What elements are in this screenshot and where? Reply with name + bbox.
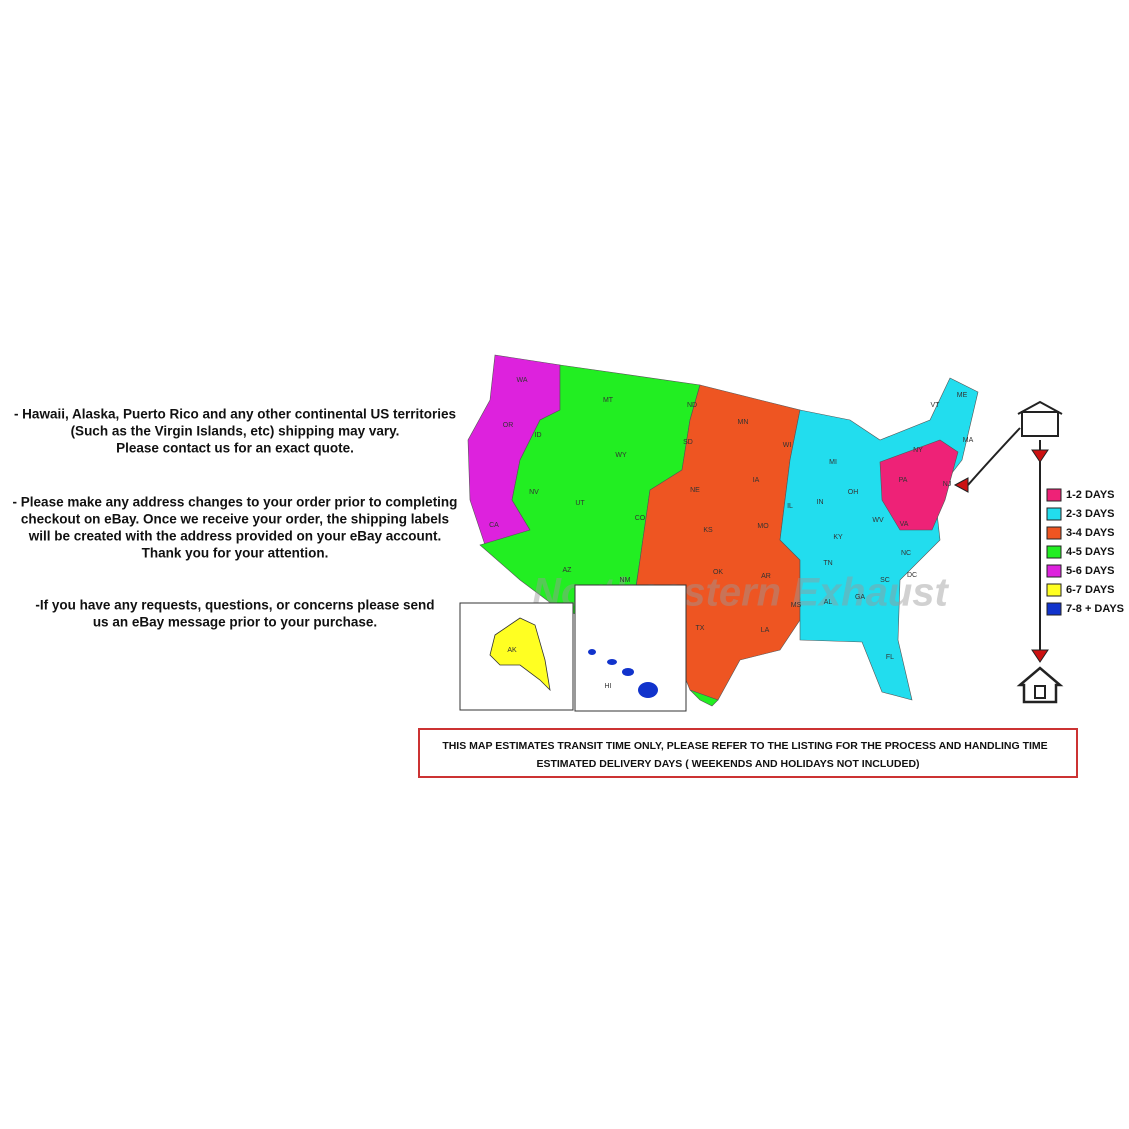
state-label: AL <box>824 599 833 606</box>
state-label: KY <box>833 534 843 541</box>
state-label: OH <box>848 489 859 496</box>
state-label: DC <box>907 572 917 579</box>
state-label: MS <box>791 602 802 609</box>
disclaimer-line: THIS MAP ESTIMATES TRANSIT TIME ONLY, PL… <box>442 740 1047 752</box>
legend-swatch <box>1046 583 1062 597</box>
state-label: CO <box>635 515 646 522</box>
note-line: Thank you for your attention. <box>142 546 329 561</box>
note-line: checkout on eBay. Once we receive your o… <box>21 512 449 527</box>
state-label: NY <box>913 447 923 454</box>
zone-4-5-days-south <box>689 689 719 707</box>
legend: 1-2 DAYS 2-3 DAYS 3-4 DAYS 4-5 DAYS 5-6 DAYS… <box>1046 488 1124 616</box>
alaska-shape <box>489 617 551 692</box>
zone-2-3-days <box>779 377 979 701</box>
warehouse-icon <box>1021 411 1059 437</box>
state-label: HI <box>605 683 612 690</box>
state-label: WY <box>615 452 627 459</box>
state-labels: WA OR CA MT ID NV UT AZ WY CO NM ND SD NE KS OK TX MN IA MO… <box>489 377 973 690</box>
arrow-head <box>1031 449 1049 463</box>
note-line: us an eBay message prior to your purchas… <box>93 615 377 630</box>
state-label: WV <box>872 517 884 524</box>
legend-label: 3-4 DAYS <box>1066 527 1115 539</box>
hawaii-island <box>607 659 617 665</box>
hawaii-inset <box>574 584 687 712</box>
state-label: VA <box>900 521 909 528</box>
legend-label: 2-3 DAYS <box>1066 508 1115 520</box>
state-label: IA <box>753 477 760 484</box>
warehouse-roof <box>1017 400 1063 415</box>
state-label: NE <box>690 487 700 494</box>
state-label: KS <box>703 527 713 534</box>
state-label: NJ <box>943 481 952 488</box>
state-label: OK <box>713 569 723 576</box>
state-label: NC <box>901 550 911 557</box>
state-label: PA <box>899 477 908 484</box>
shipping-flow <box>953 400 1064 704</box>
state-label: ID <box>535 432 542 439</box>
legend-swatch <box>1046 526 1062 540</box>
state-label: TX <box>696 625 705 632</box>
legend-swatch <box>1046 602 1062 616</box>
disclaimer-line: ESTIMATED DELIVERY DAYS ( WEEKENDS AND H… <box>536 758 919 770</box>
state-label: UT <box>575 500 585 507</box>
note-line: - Hawaii, Alaska, Puerto Rico and any ot… <box>14 407 456 422</box>
state-label: WI <box>783 442 792 449</box>
state-label: VT <box>931 402 941 409</box>
note-line: will be created with the address provide… <box>28 529 442 544</box>
state-label: NV <box>529 489 539 496</box>
note-line: -If you have any requests, questions, or… <box>35 598 434 613</box>
state-label: NM <box>620 577 631 584</box>
legend-label: 1-2 DAYS <box>1066 489 1115 501</box>
state-label: MO <box>757 523 769 530</box>
state-label: IN <box>817 499 824 506</box>
state-label: LA <box>761 627 770 634</box>
state-label: AR <box>761 573 771 580</box>
state-label: WA <box>516 377 527 384</box>
state-label: GA <box>855 594 865 601</box>
hawaii-island <box>638 682 658 698</box>
arrow-head <box>953 477 969 493</box>
legend-swatch <box>1046 488 1062 502</box>
state-label: MI <box>829 459 837 466</box>
note-line: (Such as the Virgin Islands, etc) shippi… <box>71 424 400 439</box>
state-label: AZ <box>563 567 573 574</box>
notes: - Hawaii, Alaska, Puerto Rico and any ot… <box>13 407 458 630</box>
state-label: ME <box>957 392 968 399</box>
zone-1-2-days <box>879 439 959 531</box>
state-label: FL <box>886 654 894 661</box>
hawaii-island <box>588 649 596 655</box>
state-label: IL <box>787 503 793 510</box>
legend-label: 5-6 DAYS <box>1066 565 1115 577</box>
legend-swatch <box>1046 507 1062 521</box>
note-line: - Please make any address changes to you… <box>13 495 458 510</box>
hawaii-island <box>622 668 634 676</box>
arrow-head <box>1031 649 1049 663</box>
us-map: Northeastern Exhaust <box>459 354 979 712</box>
state-label: SC <box>880 577 890 584</box>
state-label: AK <box>507 647 517 654</box>
legend-swatch <box>1046 545 1062 559</box>
state-label: OR <box>503 422 514 429</box>
legend-swatch <box>1046 564 1062 578</box>
legend-label: 4-5 DAYS <box>1066 546 1115 558</box>
state-label: ND <box>687 402 697 409</box>
curve-arrow <box>967 427 1021 486</box>
state-label: MN <box>738 419 749 426</box>
disclaimer-box <box>418 728 1078 778</box>
house-door <box>1034 685 1046 699</box>
state-label: MT <box>603 397 614 404</box>
note-line: Please contact us for an exact quote. <box>116 441 354 456</box>
state-label: TN <box>823 560 832 567</box>
legend-label: 7-8 + DAYS <box>1066 603 1124 615</box>
legend-label: 6-7 DAYS <box>1066 584 1115 596</box>
state-label: CA <box>489 522 499 529</box>
state-label: SD <box>683 439 693 446</box>
state-label: MA <box>963 437 974 444</box>
